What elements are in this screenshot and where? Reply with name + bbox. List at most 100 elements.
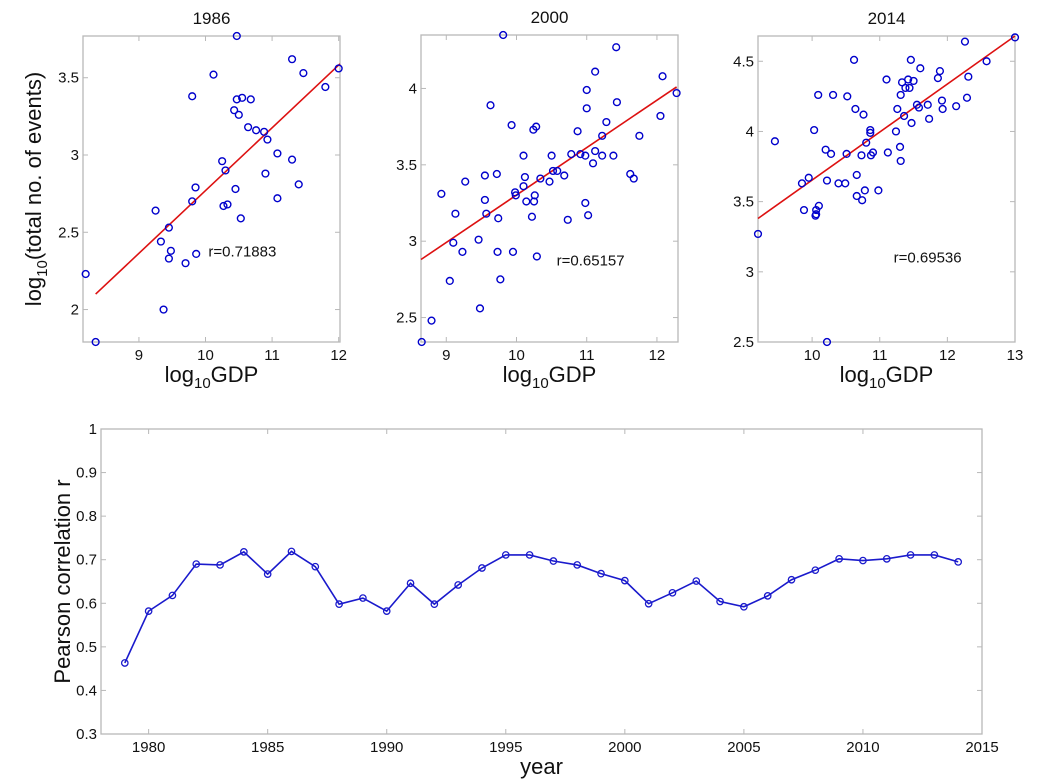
x-tick-label: 2010: [846, 739, 879, 756]
data-point: [597, 569, 605, 578]
data-point: [905, 83, 914, 93]
data-point: [221, 166, 230, 175]
correlation-annotation: r=0.71883: [208, 243, 276, 260]
y-tick-label: 2.5: [733, 334, 754, 351]
data-point: [907, 118, 916, 128]
data-point: [859, 556, 867, 565]
data-point: [168, 591, 177, 600]
y-tick-label: 0.9: [76, 465, 97, 482]
y-tick-label: 2: [71, 302, 79, 319]
y-tick-label: 3.5: [58, 70, 79, 87]
data-point: [240, 548, 248, 556]
data-point: [895, 142, 905, 151]
data-point: [866, 125, 875, 135]
x-axis-label-part: GDP: [886, 362, 934, 387]
data-point: [492, 169, 501, 179]
data-point: [192, 249, 201, 259]
x-axis-label: year: [520, 754, 563, 779]
y-tick-label: 0.4: [76, 682, 97, 699]
data-point: [842, 149, 851, 159]
data-point: [612, 98, 622, 107]
data-point: [672, 88, 681, 98]
data-point: [230, 106, 239, 115]
data-point: [461, 177, 470, 186]
data-point: [859, 110, 868, 119]
chart-title: 1986: [193, 9, 231, 28]
data-point: [896, 156, 905, 166]
x-tick-label: 2005: [727, 739, 760, 756]
data-point: [527, 212, 537, 221]
data-point: [191, 183, 200, 192]
data-point: [656, 111, 665, 121]
data-point: [814, 90, 823, 100]
data-point: [382, 607, 391, 615]
chart-title: 2000: [531, 8, 569, 27]
data-point: [166, 246, 175, 255]
data-point: [982, 57, 991, 66]
x-tick-label: 10: [508, 347, 525, 364]
data-point: [814, 201, 823, 210]
data-point: [964, 72, 973, 81]
data-point: [192, 560, 201, 568]
y-tick-label: 0.6: [76, 595, 97, 612]
data-point: [525, 551, 534, 559]
data-point: [598, 131, 607, 140]
data-point: [904, 75, 913, 84]
data-point: [563, 215, 572, 224]
data-point: [334, 64, 343, 73]
data-point: [188, 197, 197, 206]
data-point: [560, 171, 569, 180]
data-point: [852, 170, 861, 180]
data-point: [935, 66, 945, 76]
data-point: [1010, 33, 1020, 42]
data-point: [644, 599, 653, 608]
data-point: [882, 554, 891, 563]
data-point: [826, 149, 836, 159]
data-point: [787, 575, 796, 584]
data-point: [862, 138, 871, 147]
data-point: [899, 111, 909, 121]
data-point: [218, 157, 227, 166]
data-point: [532, 122, 541, 131]
data-point: [858, 196, 867, 205]
data-point: [962, 93, 972, 102]
data-point: [261, 169, 270, 178]
data-point: [740, 602, 748, 611]
data-point: [891, 127, 901, 136]
data-point: [427, 316, 436, 325]
x-axis-label: log10GDP: [165, 362, 259, 392]
data-point: [156, 237, 165, 246]
data-point: [216, 561, 224, 569]
data-point: [668, 588, 677, 597]
data-point: [852, 191, 861, 201]
data-point: [906, 551, 915, 559]
data-point: [234, 110, 243, 119]
data-point: [223, 200, 232, 209]
correlation-annotation: r=0.69536: [894, 249, 962, 266]
data-point: [822, 337, 832, 347]
data-point: [866, 128, 875, 137]
data-point: [692, 577, 701, 585]
data-point: [449, 238, 458, 247]
y-axis-label-part: log: [21, 277, 46, 306]
data-point: [901, 83, 910, 93]
plot-frame: [757, 35, 1016, 343]
x-axis-label-part: log: [165, 362, 194, 387]
data-point: [507, 121, 516, 130]
data-point: [960, 37, 970, 46]
x-tick-label: 9: [442, 347, 450, 364]
y-tick-label: 2.5: [58, 224, 79, 241]
data-point: [144, 607, 153, 615]
data-point: [896, 90, 905, 100]
data-point: [602, 117, 611, 127]
x-axis-label-subscript: 10: [532, 375, 549, 392]
x-axis-label-subscript: 10: [194, 375, 211, 392]
data-point: [909, 76, 918, 86]
data-point: [532, 252, 541, 261]
data-point: [287, 547, 296, 556]
data-point: [658, 72, 667, 81]
data-point: [882, 75, 891, 84]
data-point: [828, 90, 838, 100]
series-line: [124, 550, 959, 664]
